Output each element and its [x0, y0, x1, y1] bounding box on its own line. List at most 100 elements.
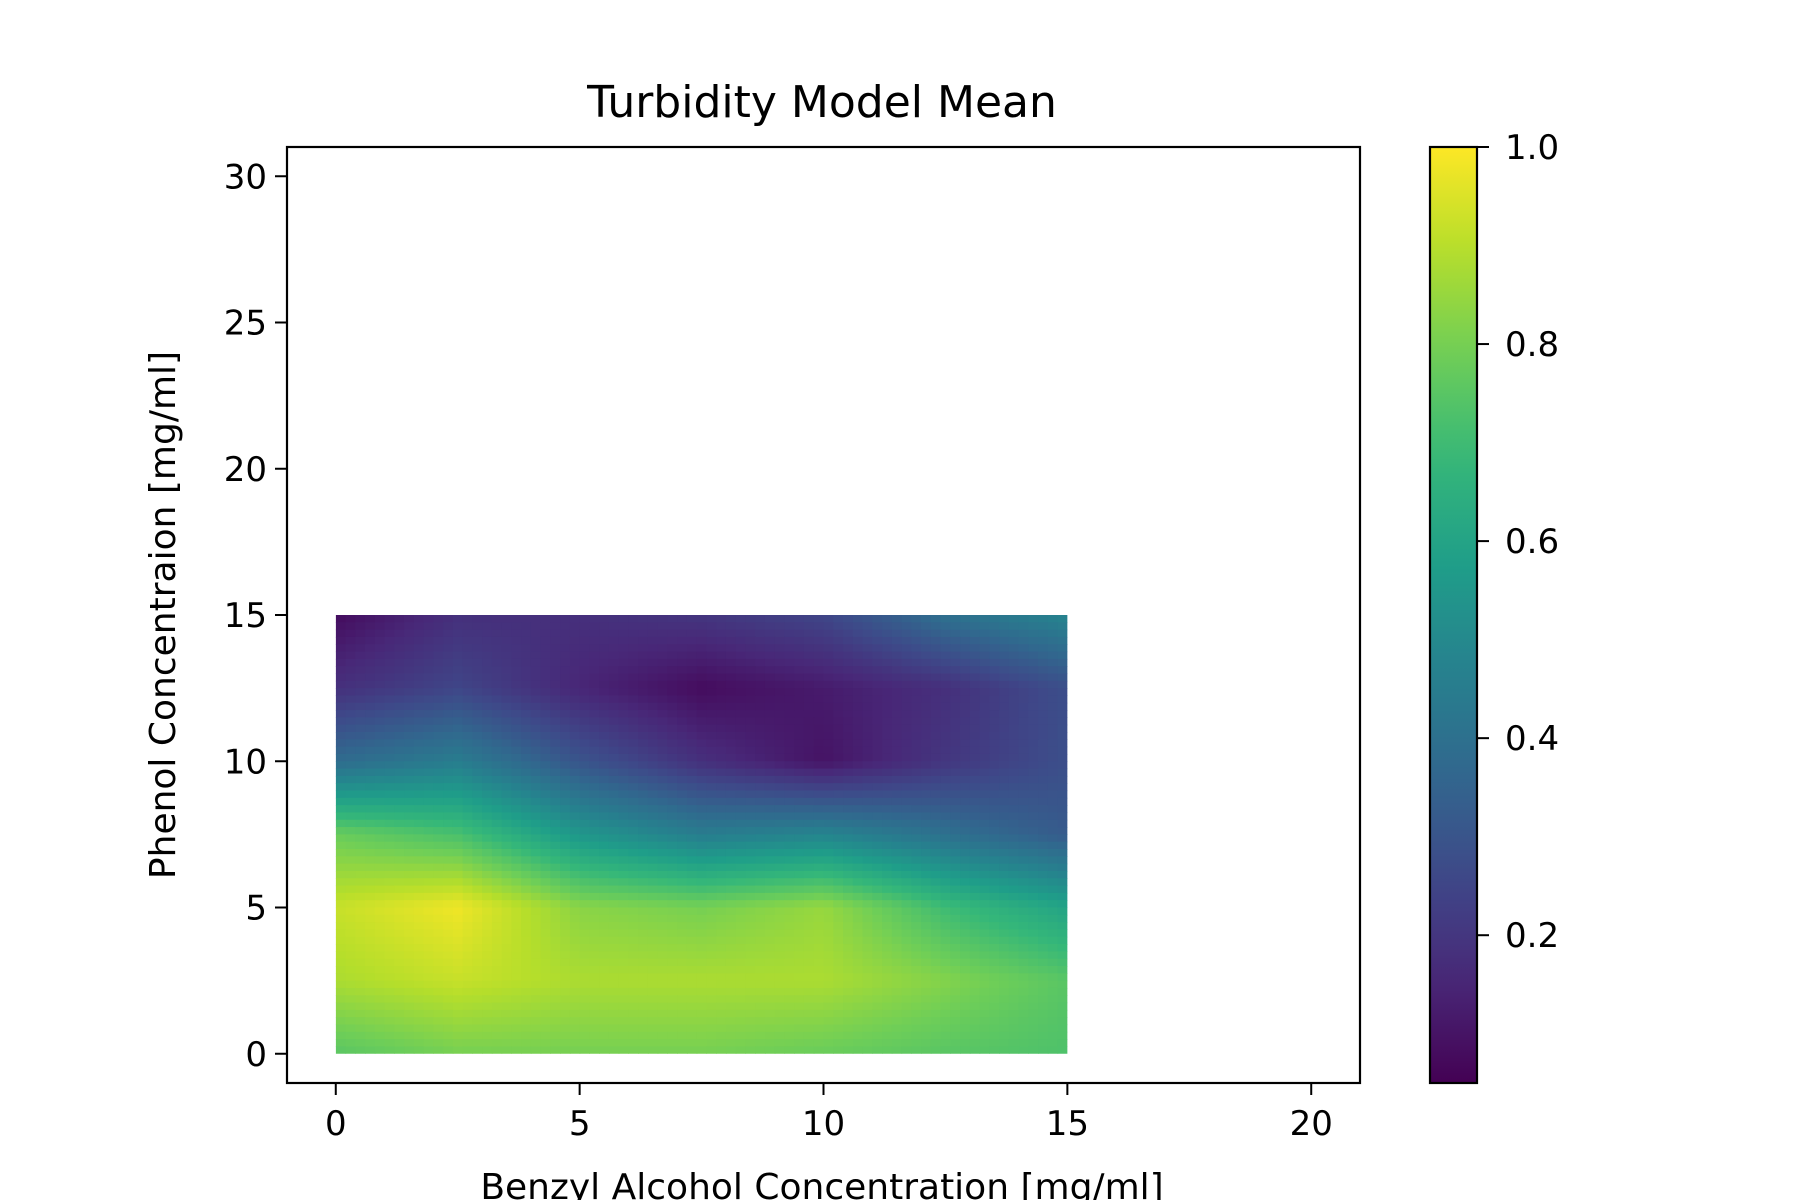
heatmap-cell	[472, 907, 483, 916]
heatmap-cell	[862, 973, 873, 982]
heatmap-cell	[930, 907, 942, 916]
heatmap-cell	[491, 1009, 503, 1018]
heatmap-cell	[755, 775, 766, 784]
heatmap-cell	[667, 746, 678, 755]
heatmap-cell	[618, 622, 629, 631]
heatmap-cell	[1047, 680, 1059, 689]
heatmap-cell	[530, 805, 542, 814]
heatmap-cell	[716, 680, 727, 689]
heatmap-cell	[677, 688, 688, 697]
heatmap-cell	[950, 819, 961, 828]
heatmap-cell	[823, 900, 834, 909]
heatmap-cell	[423, 922, 434, 931]
heatmap-cell	[891, 651, 903, 660]
heatmap-cell	[764, 966, 776, 974]
heatmap-cell	[521, 958, 532, 967]
heatmap-cell	[511, 929, 522, 938]
heatmap-cell	[482, 980, 493, 989]
heatmap-cell	[404, 797, 415, 806]
heatmap-cell	[374, 936, 386, 945]
heatmap-cell	[950, 849, 961, 857]
heatmap-cell	[452, 775, 464, 784]
heatmap-cell	[589, 710, 600, 718]
heatmap-cell	[784, 797, 795, 806]
heatmap-cell	[355, 724, 366, 733]
heatmap-cell	[384, 644, 395, 653]
heatmap-cell	[930, 644, 942, 653]
heatmap-cell	[618, 922, 629, 931]
heatmap-cell	[579, 746, 590, 755]
heatmap-cell	[404, 995, 415, 1004]
heatmap-cell	[423, 944, 434, 952]
heatmap-cell	[891, 841, 903, 850]
heatmap-cell	[735, 724, 747, 733]
heatmap-cell	[482, 870, 493, 879]
heatmap-cell	[1057, 1009, 1068, 1018]
heatmap-cell	[599, 615, 610, 623]
heatmap-cell	[784, 900, 795, 909]
heatmap-cell	[882, 636, 893, 645]
heatmap-cell	[667, 1002, 678, 1011]
heatmap-cell	[638, 775, 649, 784]
heatmap-cell	[345, 1031, 356, 1040]
heatmap-cell	[491, 980, 503, 989]
heatmap-cell	[930, 973, 942, 982]
heatmap-cell	[462, 680, 473, 689]
heatmap-cell	[803, 768, 815, 777]
heatmap-cell	[725, 629, 737, 638]
heatmap-cell	[443, 892, 454, 901]
heatmap-cell	[1047, 980, 1059, 989]
heatmap-cell	[1028, 753, 1039, 762]
heatmap-cell	[686, 702, 698, 711]
heatmap-cell	[794, 644, 805, 653]
heatmap-cell	[657, 702, 669, 711]
heatmap-cell	[638, 753, 649, 762]
heatmap-cell	[1057, 914, 1068, 923]
heatmap-cell	[755, 615, 766, 623]
heatmap-cell	[696, 783, 708, 792]
heatmap-cell	[1018, 724, 1029, 733]
heatmap-cell	[579, 944, 590, 952]
heatmap-cell	[843, 688, 854, 697]
heatmap-cell	[950, 717, 961, 726]
heatmap-cell	[374, 885, 386, 894]
heatmap-cell	[833, 746, 844, 755]
heatmap-cell	[950, 958, 961, 967]
heatmap-cell	[1038, 615, 1049, 623]
heatmap-cell	[521, 666, 532, 675]
heatmap-cell	[862, 980, 873, 989]
heatmap-cell	[960, 863, 971, 872]
heatmap-cell	[443, 936, 454, 945]
heatmap-cell	[989, 958, 1000, 967]
heatmap-cell	[355, 834, 366, 843]
heatmap-cell	[335, 746, 347, 755]
heatmap-cell	[833, 761, 844, 770]
heatmap-cell	[677, 622, 688, 631]
heatmap-cell	[696, 812, 708, 821]
heatmap-cell	[472, 995, 483, 1004]
heatmap-cell	[560, 812, 571, 821]
heatmap-cell	[413, 966, 425, 974]
heatmap-cell	[725, 636, 737, 645]
heatmap-cell	[911, 680, 922, 689]
heatmap-cell	[764, 658, 776, 667]
heatmap-cell	[394, 1024, 405, 1033]
heatmap-cell	[921, 1046, 932, 1054]
heatmap-cell	[374, 863, 386, 872]
heatmap-cell	[355, 856, 366, 865]
heatmap-cell	[589, 717, 600, 726]
heatmap-cell	[394, 775, 405, 784]
heatmap-cell	[725, 644, 737, 653]
heatmap-cell	[511, 702, 522, 711]
heatmap-cell	[696, 717, 708, 726]
heatmap-cell	[569, 1039, 581, 1048]
heatmap-cell	[745, 753, 756, 762]
heatmap-cell	[882, 900, 893, 909]
heatmap-cell	[921, 834, 932, 843]
heatmap-cell	[628, 819, 639, 828]
heatmap-cell	[550, 812, 561, 821]
heatmap-cell	[706, 856, 717, 865]
heatmap-cell	[764, 849, 776, 857]
heatmap-cell	[1028, 615, 1039, 623]
